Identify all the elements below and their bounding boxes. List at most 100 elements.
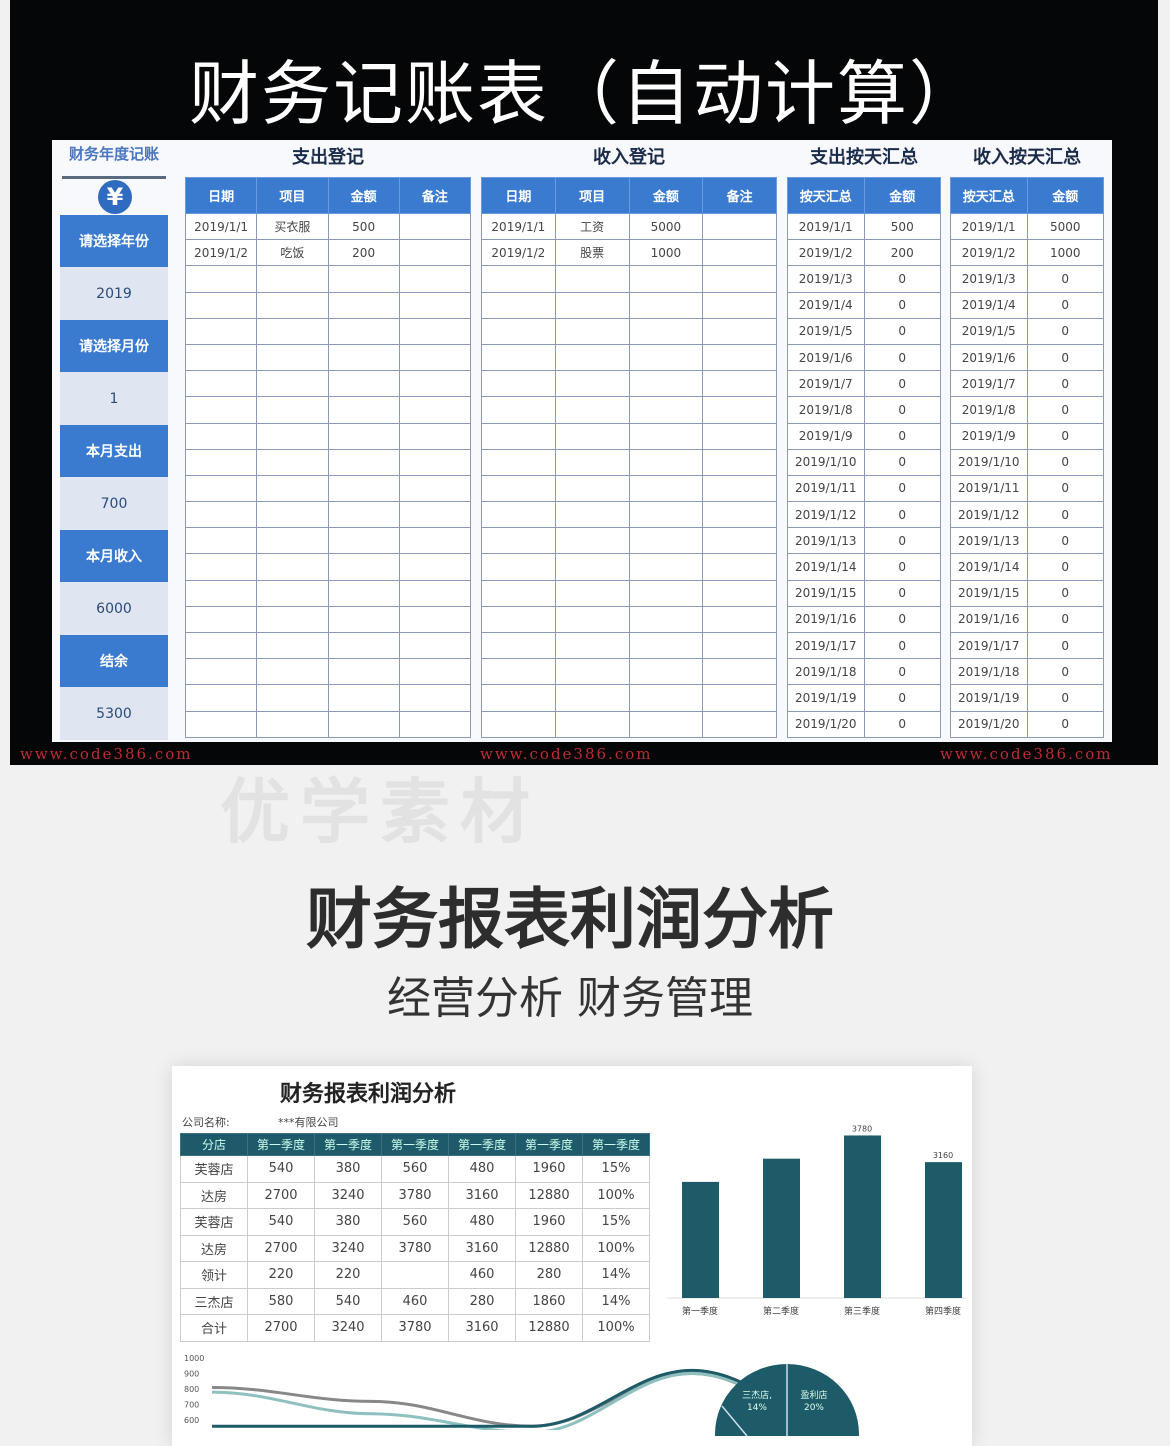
table-cell[interactable]: 0 — [1026, 474, 1104, 503]
table-cell[interactable]: 2019/1/11 — [787, 474, 865, 503]
table-cell[interactable] — [554, 631, 630, 660]
table-cell[interactable] — [554, 448, 630, 476]
table-cell[interactable]: 0 — [863, 631, 941, 660]
table-cell[interactable] — [184, 396, 258, 424]
table-cell[interactable] — [554, 658, 630, 686]
table-cell[interactable] — [327, 527, 400, 555]
table-cell[interactable]: 股票 — [554, 239, 630, 267]
table-cell[interactable]: 0 — [863, 474, 941, 503]
table-cell[interactable]: 2019/1/14 — [787, 553, 865, 581]
table-cell[interactable] — [327, 605, 400, 634]
table-cell[interactable]: 1000 — [628, 239, 704, 267]
table-cell[interactable]: 2019/1/15 — [787, 579, 865, 607]
table-cell[interactable] — [481, 396, 556, 424]
table-cell[interactable]: 2019/1/5 — [950, 317, 1028, 345]
table-cell[interactable]: 2019/1/1 — [787, 212, 865, 241]
table-cell[interactable] — [481, 710, 556, 738]
table-cell[interactable] — [702, 265, 777, 293]
table-cell[interactable] — [702, 396, 777, 424]
table-cell[interactable]: 2019/1/1 — [481, 212, 556, 241]
table-cell[interactable]: 2019/1/17 — [950, 631, 1028, 660]
table-cell[interactable]: 2019/1/7 — [950, 370, 1028, 398]
table-cell[interactable] — [398, 579, 472, 607]
table-cell[interactable] — [398, 317, 472, 345]
table-cell[interactable] — [398, 527, 472, 555]
table-cell[interactable] — [554, 370, 630, 398]
table-cell[interactable] — [256, 501, 329, 529]
table-cell[interactable] — [398, 501, 472, 529]
table-cell[interactable] — [184, 579, 258, 607]
table-cell[interactable]: 200 — [863, 239, 941, 267]
table-cell[interactable] — [398, 370, 472, 398]
table-cell[interactable] — [327, 684, 400, 712]
table-cell[interactable] — [256, 474, 329, 503]
table-cell[interactable]: 2019/1/13 — [950, 527, 1028, 555]
table-cell[interactable] — [184, 422, 258, 450]
table-cell[interactable] — [398, 239, 472, 267]
table-cell[interactable] — [327, 710, 400, 738]
table-cell[interactable]: 买衣服 — [256, 212, 329, 241]
table-cell[interactable] — [256, 396, 329, 424]
table-cell[interactable] — [184, 370, 258, 398]
table-cell[interactable] — [398, 396, 472, 424]
table-cell[interactable] — [554, 265, 630, 293]
table-cell[interactable] — [628, 370, 704, 398]
table-cell[interactable] — [327, 448, 400, 476]
table-cell[interactable] — [256, 265, 329, 293]
table-cell[interactable]: 2019/1/13 — [787, 527, 865, 555]
table-cell[interactable]: 2019/1/20 — [950, 710, 1028, 738]
table-cell[interactable]: 0 — [1026, 343, 1104, 372]
table-cell[interactable]: 200 — [327, 239, 400, 267]
table-cell[interactable] — [628, 605, 704, 634]
table-cell[interactable] — [398, 605, 472, 634]
table-cell[interactable] — [398, 553, 472, 581]
table-cell[interactable]: 0 — [1026, 579, 1104, 607]
table-cell[interactable] — [702, 239, 777, 267]
table-cell[interactable]: 0 — [1026, 448, 1104, 476]
table-cell[interactable]: 2019/1/14 — [950, 553, 1028, 581]
table-cell[interactable]: 2019/1/1 — [184, 212, 258, 241]
table-cell[interactable] — [184, 501, 258, 529]
table-cell[interactable] — [702, 579, 777, 607]
table-cell[interactable]: 0 — [1026, 684, 1104, 712]
table-cell[interactable]: 2019/1/12 — [787, 501, 865, 529]
table-cell[interactable]: 0 — [1026, 370, 1104, 398]
table-cell[interactable] — [481, 422, 556, 450]
table-cell[interactable] — [702, 291, 777, 319]
table-cell[interactable] — [256, 631, 329, 660]
table-cell[interactable] — [398, 710, 472, 738]
table-cell[interactable]: 0 — [1026, 527, 1104, 555]
table-cell[interactable]: 2019/1/10 — [787, 448, 865, 476]
table-cell[interactable]: 0 — [863, 422, 941, 450]
table-cell[interactable] — [628, 684, 704, 712]
table-cell[interactable] — [554, 553, 630, 581]
table-cell[interactable] — [628, 422, 704, 450]
table-cell[interactable] — [702, 474, 777, 503]
table-cell[interactable] — [327, 265, 400, 293]
table-cell[interactable]: 5000 — [628, 212, 704, 241]
table-cell[interactable] — [398, 474, 472, 503]
panel-value[interactable]: 6000 — [60, 582, 168, 635]
table-cell[interactable]: 2019/1/1 — [950, 212, 1028, 241]
table-cell[interactable] — [481, 501, 556, 529]
table-cell[interactable]: 0 — [1026, 422, 1104, 450]
table-cell[interactable] — [554, 527, 630, 555]
table-cell[interactable] — [398, 658, 472, 686]
table-cell[interactable]: 2019/1/5 — [787, 317, 865, 345]
table-cell[interactable] — [398, 291, 472, 319]
table-cell[interactable] — [327, 553, 400, 581]
table-cell[interactable] — [184, 291, 258, 319]
table-cell[interactable] — [554, 474, 630, 503]
table-cell[interactable] — [184, 474, 258, 503]
table-cell[interactable] — [398, 684, 472, 712]
table-cell[interactable]: 0 — [863, 291, 941, 319]
table-cell[interactable]: 0 — [1026, 605, 1104, 634]
table-cell[interactable]: 工资 — [554, 212, 630, 241]
table-cell[interactable]: 2019/1/2 — [787, 239, 865, 267]
table-cell[interactable]: 0 — [1026, 631, 1104, 660]
table-cell[interactable] — [628, 501, 704, 529]
table-cell[interactable] — [554, 710, 630, 738]
table-cell[interactable] — [628, 448, 704, 476]
table-cell[interactable]: 0 — [863, 343, 941, 372]
table-cell[interactable] — [256, 448, 329, 476]
